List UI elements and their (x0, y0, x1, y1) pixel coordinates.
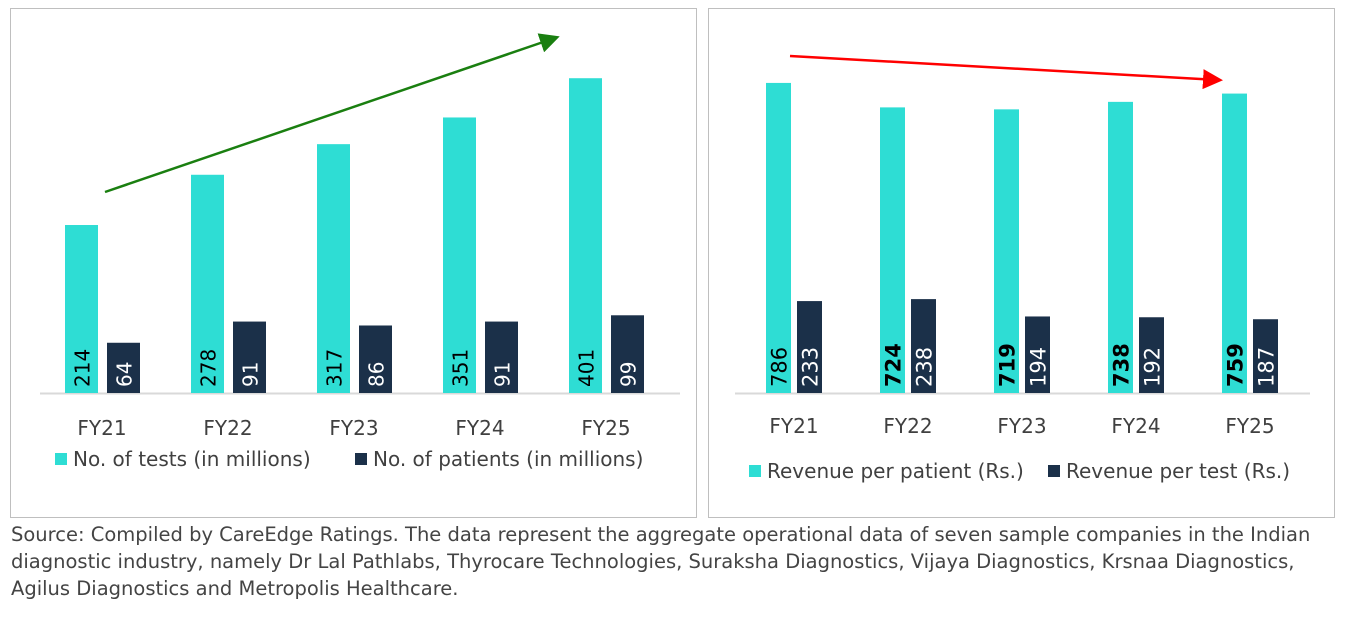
data-label: 91 (239, 362, 263, 387)
left-chart-frame (10, 8, 697, 518)
legend-label: No. of patients (in millions) (373, 447, 643, 471)
data-label: 724 (882, 343, 906, 387)
legend-swatch (749, 465, 761, 477)
data-label: 194 (1027, 347, 1051, 387)
legend-label: Revenue per patient (Rs.) (767, 459, 1024, 483)
data-label: 401 (575, 349, 599, 387)
data-label: 187 (1255, 347, 1279, 387)
data-label: 278 (197, 349, 221, 387)
bar-primary (317, 144, 350, 393)
bar-secondary (359, 325, 392, 393)
trend-arrow (789, 54, 1223, 90)
legend-label: No. of tests (in millions) (73, 447, 311, 471)
bar-secondary (611, 315, 644, 393)
x-tick-label: FY22 (203, 416, 252, 440)
data-label: 759 (1224, 343, 1248, 387)
trend-arrow (104, 33, 560, 194)
x-tick-label: FY25 (1225, 414, 1274, 438)
bar-secondary (107, 342, 140, 393)
x-tick-label: FY21 (77, 416, 126, 440)
data-label: 86 (365, 362, 389, 387)
right-chart-frame (708, 8, 1335, 518)
data-label: 351 (449, 349, 473, 387)
data-label: 64 (113, 362, 137, 387)
data-label: 317 (323, 349, 347, 387)
data-label: 99 (617, 362, 641, 387)
bar-primary (994, 109, 1019, 394)
bar-primary (1108, 101, 1133, 393)
legend-label: Revenue per test (Rs.) (1066, 459, 1290, 483)
x-tick-label: FY23 (997, 414, 1046, 438)
bar-secondary (1025, 316, 1050, 393)
data-label: 719 (996, 343, 1020, 387)
x-tick-label: FY22 (883, 414, 932, 438)
bar-primary (443, 117, 476, 393)
x-tick-label: FY24 (455, 416, 504, 440)
bar-secondary (911, 299, 936, 393)
data-label: 192 (1141, 347, 1165, 387)
bar-primary (569, 78, 602, 393)
bar-secondary (485, 321, 518, 393)
data-label: 738 (1110, 343, 1134, 387)
x-tick-label: FY24 (1111, 414, 1160, 438)
bar-secondary (1253, 319, 1278, 393)
x-tick-label: FY23 (329, 416, 378, 440)
x-tick-label: FY21 (769, 414, 818, 438)
bar-primary (1222, 93, 1247, 394)
data-label: 214 (71, 349, 95, 387)
bar-primary (766, 82, 791, 393)
legend-swatch (55, 453, 67, 465)
data-label: 91 (491, 362, 515, 387)
x-tick-label: FY25 (581, 416, 630, 440)
bar-primary (880, 107, 905, 393)
data-label: 233 (799, 347, 823, 387)
legend-swatch (1048, 465, 1060, 477)
bar-secondary (233, 321, 266, 393)
bar-primary (65, 225, 98, 393)
bar-secondary (1139, 317, 1164, 393)
data-label: 238 (913, 347, 937, 387)
bar-secondary (797, 301, 822, 393)
source-note: Source: Compiled by CareEdge Ratings. Th… (11, 523, 1311, 600)
bar-primary (191, 174, 224, 393)
data-label: 786 (768, 347, 792, 387)
legend-swatch (355, 453, 367, 465)
